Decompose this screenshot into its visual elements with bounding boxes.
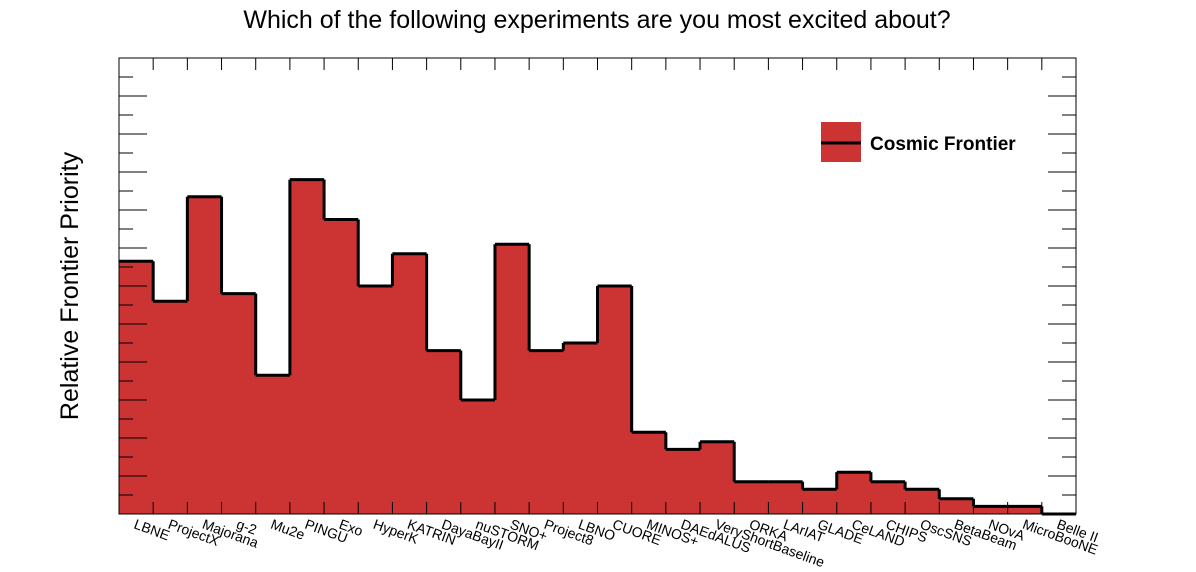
bar bbox=[665, 449, 701, 514]
bar bbox=[597, 286, 633, 514]
x-tick-label: Exo bbox=[337, 516, 365, 539]
bar bbox=[700, 441, 735, 514]
bar bbox=[324, 219, 359, 514]
x-tick-label: Mu2e bbox=[269, 516, 308, 543]
bar bbox=[768, 481, 804, 514]
bar bbox=[973, 506, 1009, 514]
bar bbox=[836, 472, 872, 514]
bar bbox=[529, 350, 564, 514]
bar bbox=[358, 286, 393, 514]
chart-title: Which of the following experiments are y… bbox=[243, 6, 950, 34]
bar bbox=[870, 481, 906, 514]
x-tick-label: g-2 bbox=[235, 516, 260, 538]
bar bbox=[187, 196, 223, 514]
bar bbox=[221, 293, 257, 514]
bar bbox=[460, 400, 496, 514]
bar bbox=[119, 261, 154, 514]
bar bbox=[426, 350, 462, 514]
bar bbox=[734, 481, 769, 514]
legend-label: Cosmic Frontier bbox=[870, 134, 1016, 155]
bar bbox=[563, 343, 598, 514]
bar bbox=[255, 375, 291, 514]
bar bbox=[939, 498, 974, 514]
bar bbox=[631, 432, 667, 514]
bar bbox=[153, 301, 188, 514]
bar bbox=[1007, 506, 1043, 514]
bar bbox=[802, 489, 838, 514]
bar bbox=[289, 179, 325, 514]
bar bbox=[494, 244, 530, 514]
bar bbox=[392, 253, 428, 514]
bar bbox=[905, 489, 940, 514]
y-axis-label: Relative Frontier Priority bbox=[56, 151, 84, 420]
